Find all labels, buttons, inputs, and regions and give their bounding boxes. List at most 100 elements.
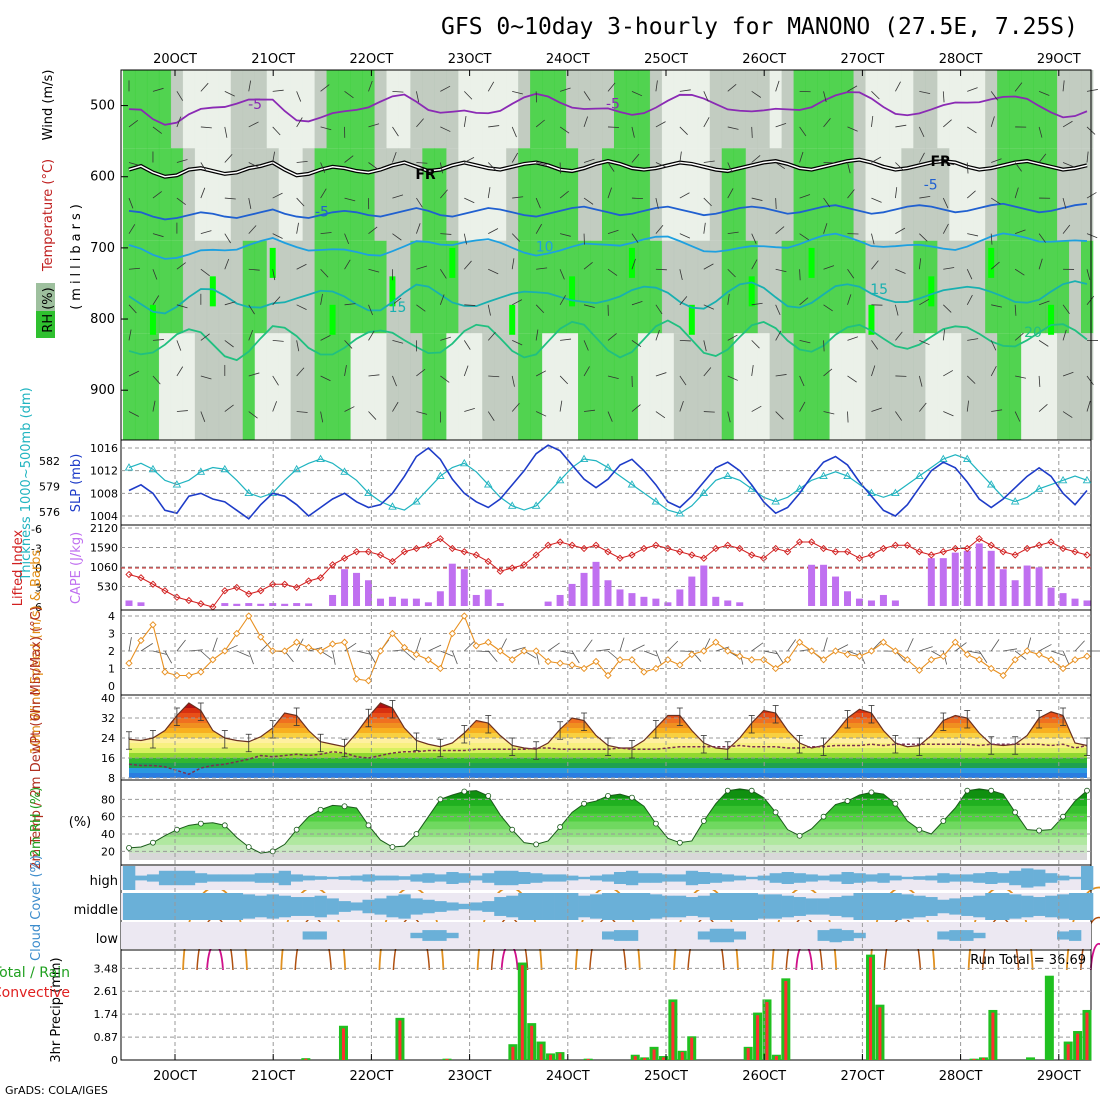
slp-panel: 1004 1008 1012 1016 576 579 582 Thickness 1000… bbox=[19, 387, 1092, 582]
cape-bar bbox=[592, 561, 600, 606]
cape-bar bbox=[664, 602, 672, 606]
wind-barb bbox=[368, 226, 378, 234]
cloud-bar bbox=[817, 930, 830, 941]
wind-barb bbox=[1062, 80, 1065, 92]
cape-bar bbox=[400, 598, 408, 606]
cloud-bar bbox=[637, 893, 651, 920]
wind-barb bbox=[152, 295, 160, 306]
slp-line bbox=[128, 444, 1088, 520]
thickness-point bbox=[531, 501, 541, 509]
rh-point bbox=[796, 832, 803, 839]
wind-barb bbox=[128, 197, 134, 209]
wind-speed-point bbox=[376, 647, 385, 655]
lifted-index-point bbox=[927, 551, 935, 559]
lifted-index-point bbox=[592, 541, 600, 549]
temp-band bbox=[129, 763, 1087, 768]
rh-cell bbox=[410, 240, 423, 334]
cloud-bar bbox=[613, 930, 627, 941]
rh-band bbox=[129, 828, 1087, 838]
wind-barb bbox=[344, 303, 356, 306]
wind-barb bbox=[655, 162, 667, 168]
rh-cell bbox=[230, 70, 244, 149]
cloud-bar bbox=[757, 894, 770, 919]
contour-label: FR bbox=[930, 154, 951, 170]
rh-cell bbox=[649, 333, 663, 440]
contour-line bbox=[128, 232, 1088, 260]
rh-cell bbox=[314, 70, 327, 149]
pressure-tick: 900 bbox=[90, 383, 115, 398]
rh-point bbox=[676, 839, 683, 846]
wind-barb bbox=[679, 126, 688, 135]
wind-barb bbox=[535, 411, 547, 417]
wind-barb bbox=[1062, 650, 1070, 664]
precip-tick: 3.48 bbox=[94, 962, 119, 975]
rh-cell bbox=[625, 70, 639, 149]
rh-band bbox=[129, 805, 1087, 814]
rh-cell bbox=[697, 333, 711, 440]
wind-barb bbox=[487, 331, 496, 341]
wind-speed-point bbox=[125, 659, 133, 667]
wind-barb bbox=[152, 191, 162, 199]
cloud-bar bbox=[542, 893, 555, 920]
cloud-bar bbox=[230, 893, 244, 920]
rh-point bbox=[724, 787, 731, 794]
wind-speed-series bbox=[125, 612, 1091, 685]
wind-speed-point bbox=[807, 647, 816, 655]
lifted-index-point bbox=[376, 551, 385, 559]
wind-speed-point bbox=[783, 656, 792, 664]
cloud-bar bbox=[338, 901, 351, 912]
rh-cell bbox=[1057, 240, 1070, 334]
wind-barb bbox=[1086, 89, 1098, 92]
cloud-bar bbox=[302, 875, 315, 881]
wind-barb bbox=[272, 375, 279, 386]
rh-band bbox=[129, 836, 1087, 845]
wind-barb bbox=[511, 258, 515, 270]
cloud-bar bbox=[1081, 893, 1094, 920]
wind-barb bbox=[464, 407, 475, 412]
wind-barb bbox=[607, 82, 616, 92]
wind-speed-point bbox=[879, 638, 888, 646]
wind-barb bbox=[272, 339, 284, 342]
rh-cell bbox=[206, 70, 220, 149]
wind-barb bbox=[799, 194, 811, 199]
wind-barb bbox=[679, 151, 682, 163]
cloud-bar bbox=[817, 898, 830, 915]
wind-barb bbox=[535, 119, 545, 128]
cape-bar bbox=[939, 558, 947, 606]
rh-cell bbox=[733, 333, 747, 440]
precip-convective-bar bbox=[549, 1054, 553, 1060]
wind-barb bbox=[823, 637, 828, 652]
cape-bar bbox=[867, 600, 875, 606]
temp-band bbox=[129, 758, 1087, 763]
rh-cell bbox=[793, 333, 806, 440]
wind-barb bbox=[176, 639, 186, 652]
cloud-bar bbox=[170, 870, 184, 886]
wind-barb bbox=[1014, 187, 1019, 199]
wind-barb bbox=[727, 293, 730, 305]
wind-barb bbox=[631, 644, 645, 652]
wind-barb bbox=[128, 267, 140, 270]
wind-speed-point bbox=[987, 664, 995, 673]
rh-cell bbox=[170, 333, 184, 440]
rh-cell bbox=[817, 70, 830, 149]
thickness-point bbox=[603, 463, 613, 471]
cape-bar bbox=[1023, 565, 1031, 606]
wind-barb bbox=[152, 126, 162, 134]
cloud-bar bbox=[254, 895, 268, 918]
rh-cell bbox=[362, 333, 375, 440]
wind-barb bbox=[1038, 300, 1050, 306]
cloud-bar bbox=[1009, 870, 1022, 886]
rh-cell bbox=[649, 148, 663, 241]
rh-cell bbox=[494, 70, 507, 149]
wind-speed-point bbox=[568, 661, 576, 669]
cloud-bar bbox=[961, 897, 974, 916]
cape-bar bbox=[987, 550, 995, 606]
contour-line bbox=[128, 202, 1088, 221]
cloud-bar bbox=[1057, 931, 1070, 940]
wind-barb bbox=[583, 116, 589, 128]
wind-speed-point bbox=[185, 671, 193, 680]
rh-cell bbox=[326, 70, 339, 149]
rh-point bbox=[868, 789, 875, 796]
rh-point bbox=[605, 792, 611, 799]
